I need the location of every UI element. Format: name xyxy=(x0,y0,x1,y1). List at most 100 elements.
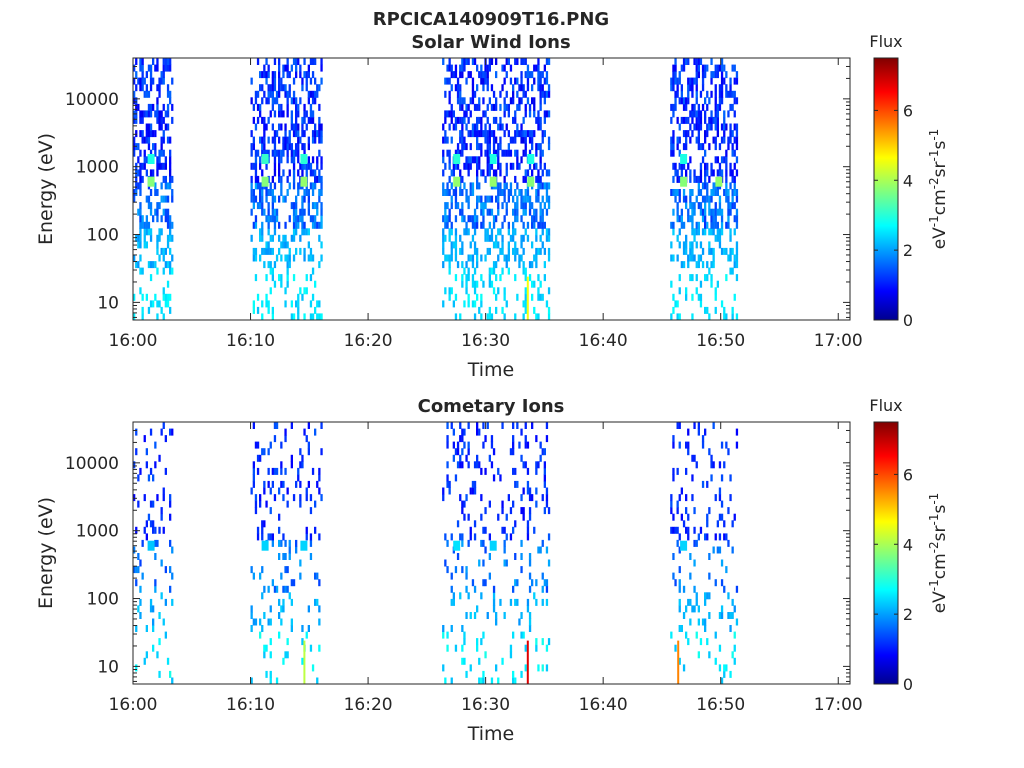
heatmap-cell xyxy=(166,261,170,269)
heatmap-cell xyxy=(522,136,525,144)
heatmap-cell xyxy=(735,136,739,144)
heatmap-cell xyxy=(450,533,453,541)
heatmap-cell xyxy=(520,136,523,144)
heatmap-cell xyxy=(275,422,279,429)
heatmap-cell xyxy=(678,579,681,587)
heatmap-cell xyxy=(685,103,688,111)
heatmap-cell xyxy=(267,64,270,72)
heatmap-cell xyxy=(295,97,298,105)
heatmap-cell xyxy=(307,202,310,210)
heatmap-cell xyxy=(307,64,310,72)
heatmap-cell xyxy=(154,579,157,587)
heatmap-cell xyxy=(725,162,728,170)
heatmap-cell xyxy=(463,116,466,124)
heatmap-cell xyxy=(488,221,491,229)
heatmap-cell xyxy=(697,136,700,144)
heatmap-cell xyxy=(450,241,453,249)
heatmap-cell xyxy=(280,280,283,288)
heatmap-cell xyxy=(543,507,546,515)
heatmap-cell xyxy=(450,228,453,236)
heatmap-cell xyxy=(278,513,281,521)
heatmap-cell xyxy=(731,612,734,619)
heatmap-cell xyxy=(693,234,696,242)
heatmap-cell xyxy=(452,110,455,118)
heatmap-cell xyxy=(503,559,506,567)
heatmap-cell xyxy=(292,169,296,177)
heatmap-cell xyxy=(316,175,319,183)
heatmap-cell xyxy=(269,189,272,196)
heatmap-cell xyxy=(531,215,534,223)
heatmap-cell xyxy=(290,625,293,632)
heatmap-cell xyxy=(685,97,688,105)
heatmap-cell xyxy=(318,533,321,541)
heatmap-cell xyxy=(442,234,445,242)
heatmap-cell xyxy=(528,494,532,502)
heatmap-cell xyxy=(456,553,460,560)
heatmap-cell xyxy=(509,644,513,652)
heatmap-cell xyxy=(678,77,681,85)
heatmap-cell xyxy=(166,221,170,229)
heatmap-cell xyxy=(547,559,551,567)
heatmap-cell xyxy=(712,71,715,79)
heatmap-cell xyxy=(305,494,308,502)
heatmap-cell xyxy=(139,110,142,118)
heatmap-cell xyxy=(446,435,449,443)
heatmap-cell xyxy=(701,618,705,626)
heatmap-cell xyxy=(710,71,713,79)
heatmap-cell xyxy=(154,585,157,593)
heatmap-cell xyxy=(693,77,696,85)
heatmap-cell xyxy=(482,526,485,534)
heatmap-cell xyxy=(133,90,136,98)
heatmap-cell xyxy=(501,241,504,249)
heatmap-cell xyxy=(139,149,142,157)
heatmap-cell xyxy=(706,130,709,138)
heatmap-cell xyxy=(723,247,726,255)
heatmap-cell xyxy=(273,156,277,164)
heatmap-cell xyxy=(463,631,466,639)
heatmap-cell xyxy=(503,313,506,320)
heatmap-cell xyxy=(528,136,532,144)
heatmap-cell xyxy=(537,461,540,469)
heatmap-cell xyxy=(708,507,711,515)
heatmap-cell xyxy=(706,189,709,196)
heatmap-cell xyxy=(254,254,258,262)
heatmap-cell xyxy=(442,189,445,196)
heatmap-cell xyxy=(135,579,138,587)
x-tick-label: 17:00 xyxy=(814,695,863,715)
heatmap-cell xyxy=(727,136,730,144)
heatmap-cell xyxy=(486,234,489,242)
heatmap-cell xyxy=(676,77,679,85)
heatmap-cell xyxy=(541,572,544,580)
heatmap-cell xyxy=(292,228,296,236)
heatmap-cell xyxy=(292,215,296,223)
heatmap-cell xyxy=(452,441,455,449)
heatmap-cell xyxy=(160,162,163,170)
heatmap-cell xyxy=(712,221,715,229)
heatmap-cell xyxy=(488,64,491,72)
heatmap-cell xyxy=(271,71,274,79)
heatmap-cell xyxy=(149,274,153,282)
heatmap-cell xyxy=(141,293,144,301)
heatmap-cell xyxy=(543,461,546,469)
heatmap-cell xyxy=(295,247,298,255)
heatmap-cell xyxy=(480,638,483,646)
heatmap-cell xyxy=(526,77,530,85)
heatmap-cell xyxy=(141,572,144,580)
heatmap-cell xyxy=(269,533,272,541)
heatmap-cell xyxy=(505,208,508,216)
heatmap-cell xyxy=(278,247,281,255)
heatmap-cell xyxy=(145,136,148,144)
heatmap-hotspot xyxy=(300,176,308,187)
heatmap-cell xyxy=(282,64,285,72)
heatmap-cell xyxy=(446,566,449,574)
heatmap-cell xyxy=(139,58,142,65)
heatmap-cell xyxy=(541,228,544,236)
heatmap-cell xyxy=(501,247,504,255)
heatmap-cell xyxy=(288,90,291,98)
heatmap-cell xyxy=(252,461,255,469)
heatmap-cell xyxy=(695,287,698,295)
heatmap-cell xyxy=(139,287,142,295)
heatmap-cell xyxy=(699,300,703,308)
heatmap-cell xyxy=(469,612,472,619)
heatmap-cell xyxy=(718,234,722,242)
